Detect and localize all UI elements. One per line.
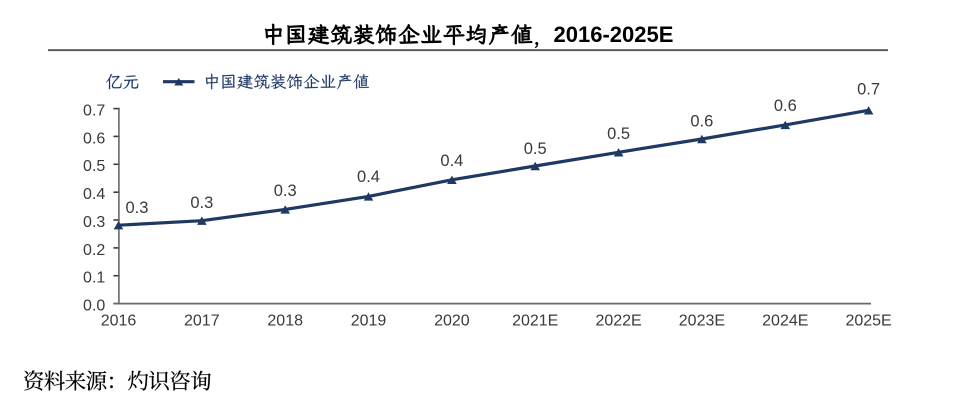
svg-text:0.6: 0.6 — [83, 130, 105, 147]
svg-text:0.3: 0.3 — [126, 199, 149, 217]
svg-text:0.5: 0.5 — [83, 158, 105, 175]
svg-text:2024E: 2024E — [762, 313, 808, 330]
svg-text:2016: 2016 — [101, 313, 137, 330]
svg-text:2018: 2018 — [267, 313, 303, 330]
svg-text:0.4: 0.4 — [83, 186, 105, 203]
svg-text:2020: 2020 — [434, 313, 470, 330]
svg-text:2022E: 2022E — [595, 313, 641, 330]
svg-text:0.7: 0.7 — [857, 80, 880, 98]
svg-text:2017: 2017 — [184, 313, 220, 330]
svg-text:0.0: 0.0 — [83, 298, 105, 315]
svg-text:2021E: 2021E — [512, 313, 558, 330]
svg-text:0.6: 0.6 — [774, 97, 797, 115]
svg-text:0.3: 0.3 — [83, 214, 105, 231]
svg-text:2025E: 2025E — [845, 313, 891, 330]
svg-text:0.4: 0.4 — [357, 168, 380, 186]
svg-text:0.5: 0.5 — [524, 140, 547, 158]
svg-text:2016-2025E: 2016-2025E — [554, 22, 674, 47]
svg-text:0.7: 0.7 — [83, 103, 105, 120]
svg-text:0.2: 0.2 — [83, 242, 105, 259]
svg-text:0.3: 0.3 — [274, 182, 297, 200]
svg-text:0.4: 0.4 — [440, 152, 463, 170]
svg-text:0.1: 0.1 — [83, 270, 105, 287]
svg-text:2023E: 2023E — [679, 313, 725, 330]
svg-text:0.3: 0.3 — [190, 194, 213, 212]
svg-text:0.6: 0.6 — [690, 113, 713, 131]
svg-text:2019: 2019 — [351, 313, 387, 330]
svg-text:0.5: 0.5 — [607, 125, 630, 143]
